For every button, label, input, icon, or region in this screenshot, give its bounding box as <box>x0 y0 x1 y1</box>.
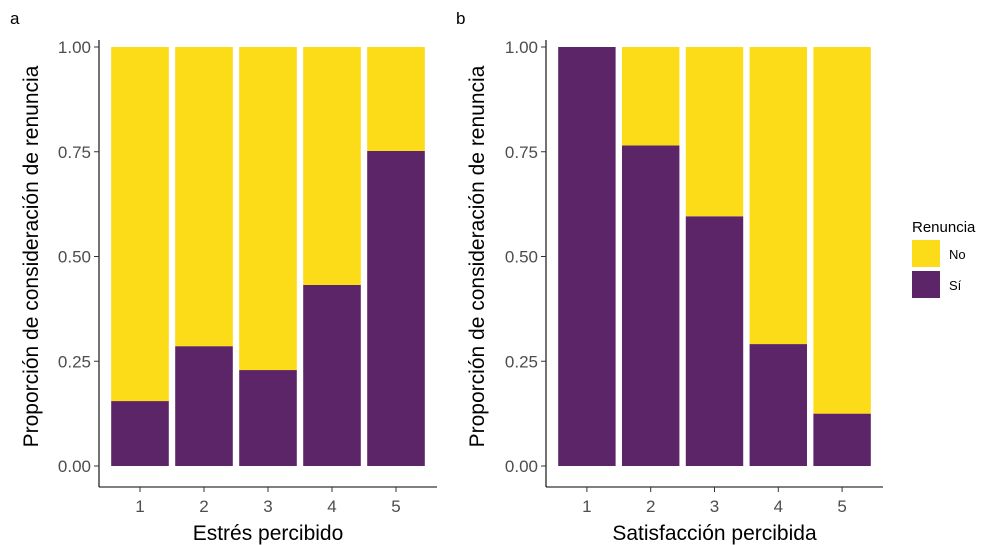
x-tick-label: 1 <box>135 497 144 516</box>
bar-si-4 <box>303 284 361 466</box>
panel-b: 0.00 0.25 0.50 0.75 1.00 1 2 3 4 5 Satisfacción pe… <box>456 9 883 545</box>
y-tick-label: 1.00 <box>58 38 91 57</box>
y-tick-label: 0.25 <box>58 352 91 371</box>
bar-si-5 <box>367 150 425 466</box>
bar-no-2 <box>175 47 233 347</box>
bar-no-5 <box>813 47 871 414</box>
y-axis-title: Proporción de consideración de renuncia <box>466 65 489 447</box>
x-tick-label: 4 <box>774 497 783 516</box>
bar-no-3 <box>239 47 297 371</box>
bar-si-3 <box>685 216 744 466</box>
legend-key-0 <box>912 240 940 267</box>
legend-title: Renuncia <box>912 219 976 236</box>
bar-no-1 <box>111 47 169 402</box>
legend-label: Sí <box>949 278 962 293</box>
y-tick-label: 0.75 <box>505 143 538 162</box>
legend: Renuncia No Sí <box>912 219 976 298</box>
bar-no-2 <box>621 47 680 146</box>
bar-si-1 <box>558 47 616 466</box>
bar-no-3 <box>685 47 744 217</box>
x-axis-title: Satisfacción percibida <box>612 522 817 545</box>
x-tick-label: 1 <box>582 497 591 516</box>
bar-si-2 <box>621 145 680 466</box>
x-tick-label: 5 <box>391 497 400 516</box>
y-tick-label: 0.00 <box>505 457 538 476</box>
panel-letter: a <box>10 9 20 28</box>
x-tick-label: 5 <box>837 497 846 516</box>
bar-no-4 <box>303 47 361 285</box>
legend-key-1 <box>912 271 940 298</box>
y-tick-label: 1.00 <box>505 38 538 57</box>
panel-a: 0.00 0.25 0.50 0.75 1.00 1 2 3 4 5 Estrés percibid… <box>10 9 437 545</box>
x-axis-title: Estrés percibido <box>193 522 344 545</box>
y-tick-label: 0.00 <box>58 457 91 476</box>
x-tick-label: 2 <box>199 497 208 516</box>
bar-si-1 <box>111 401 169 466</box>
bar-no-5 <box>367 47 425 151</box>
legend-label: No <box>949 247 966 262</box>
panel-letter: b <box>456 9 465 28</box>
x-tick-label: 2 <box>646 497 655 516</box>
y-tick-label: 0.50 <box>505 248 538 267</box>
bar-no-4 <box>749 47 808 345</box>
bar-si-5 <box>813 413 871 467</box>
y-tick-label: 0.25 <box>505 352 538 371</box>
x-tick-label: 3 <box>710 497 719 516</box>
y-tick-label: 0.75 <box>58 143 91 162</box>
y-axis-title: Proporción de consideración de renuncia <box>20 65 43 447</box>
x-tick-label: 3 <box>263 497 272 516</box>
y-tick-label: 0.50 <box>58 248 91 267</box>
bar-si-4 <box>749 344 808 466</box>
bar-si-3 <box>239 370 297 466</box>
x-tick-label: 4 <box>327 497 336 516</box>
bar-si-2 <box>175 346 233 466</box>
